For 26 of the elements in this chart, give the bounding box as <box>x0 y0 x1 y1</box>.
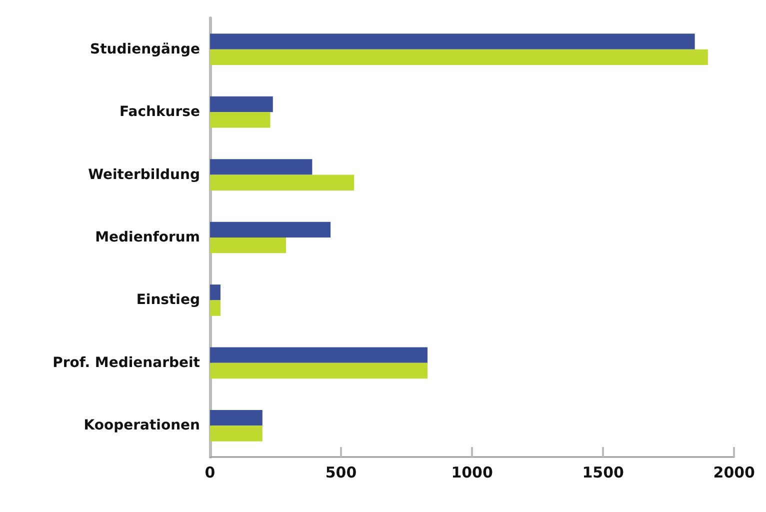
y-tick-label: Prof. Medienarbeit <box>52 354 200 371</box>
y-tick-label: Kooperationen <box>84 418 200 434</box>
x-tick-label: 500 <box>325 464 357 482</box>
bar <box>210 238 286 254</box>
bar <box>210 49 708 66</box>
bar <box>210 410 262 426</box>
x-tick-label: 2000 <box>713 464 755 482</box>
bar <box>210 34 695 50</box>
bar <box>210 300 220 316</box>
y-tick-label: Fachkurse <box>120 104 200 120</box>
bar <box>210 347 428 363</box>
x-tick-label: 1000 <box>451 464 493 482</box>
bar <box>210 222 331 238</box>
y-tick-label: Studiengänge <box>90 41 200 58</box>
bar <box>210 362 428 379</box>
y-tick-label: Einstieg <box>136 292 200 308</box>
y-tick-label: Medienforum <box>95 230 200 246</box>
bar <box>210 174 354 190</box>
bar <box>210 112 270 128</box>
bar <box>210 96 273 112</box>
y-tick-label: Weiterbildung <box>88 166 200 183</box>
x-tick-label: 1500 <box>582 464 624 482</box>
x-tick-label: 0 <box>204 464 216 482</box>
bar <box>210 284 220 300</box>
bar <box>210 426 262 442</box>
bar <box>210 159 312 175</box>
